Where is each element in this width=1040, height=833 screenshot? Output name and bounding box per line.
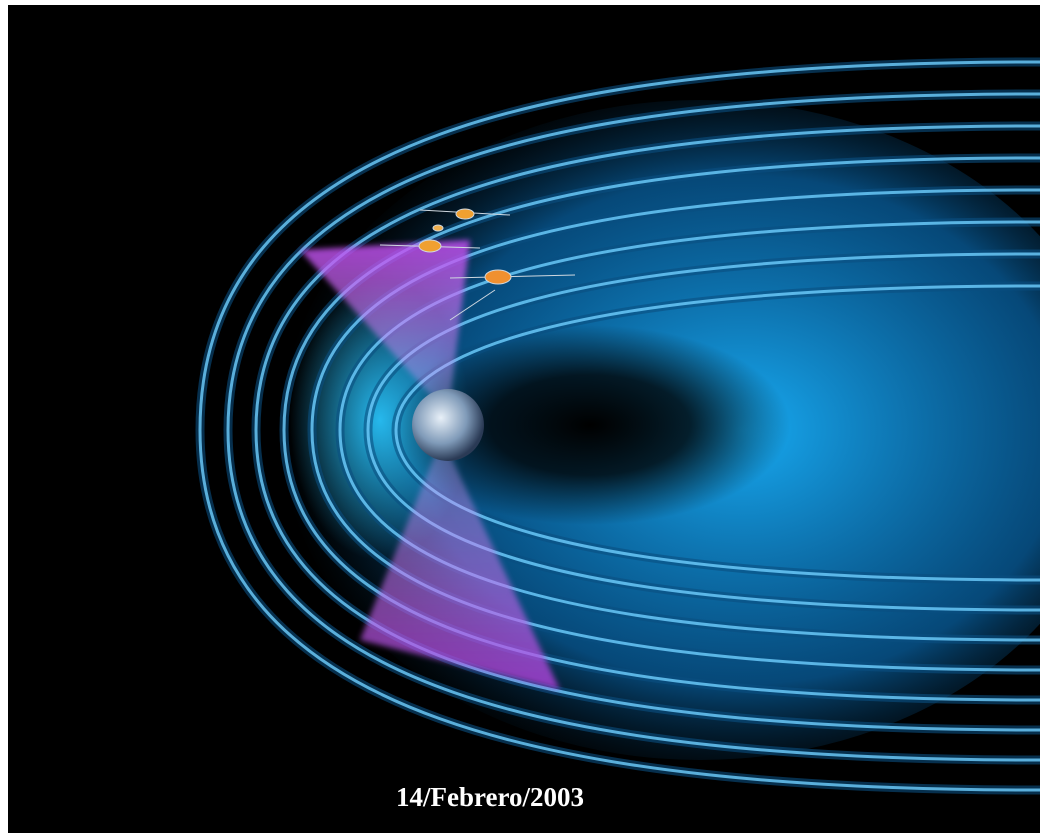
field-line <box>198 60 1040 792</box>
field-line <box>338 220 1040 642</box>
field-lines <box>195 57 1040 795</box>
south-cusp <box>360 455 560 690</box>
field-line <box>394 284 1040 582</box>
earth <box>412 389 484 461</box>
field-line <box>310 188 1040 672</box>
field-line <box>226 92 1040 762</box>
field-line <box>254 124 1040 732</box>
tail-shadow <box>390 325 790 525</box>
caption: 14/Febrero/2003 <box>396 782 584 812</box>
north-cusp <box>300 240 470 400</box>
satellites <box>379 208 576 321</box>
field-line <box>282 156 1040 702</box>
field-line <box>366 252 1040 612</box>
